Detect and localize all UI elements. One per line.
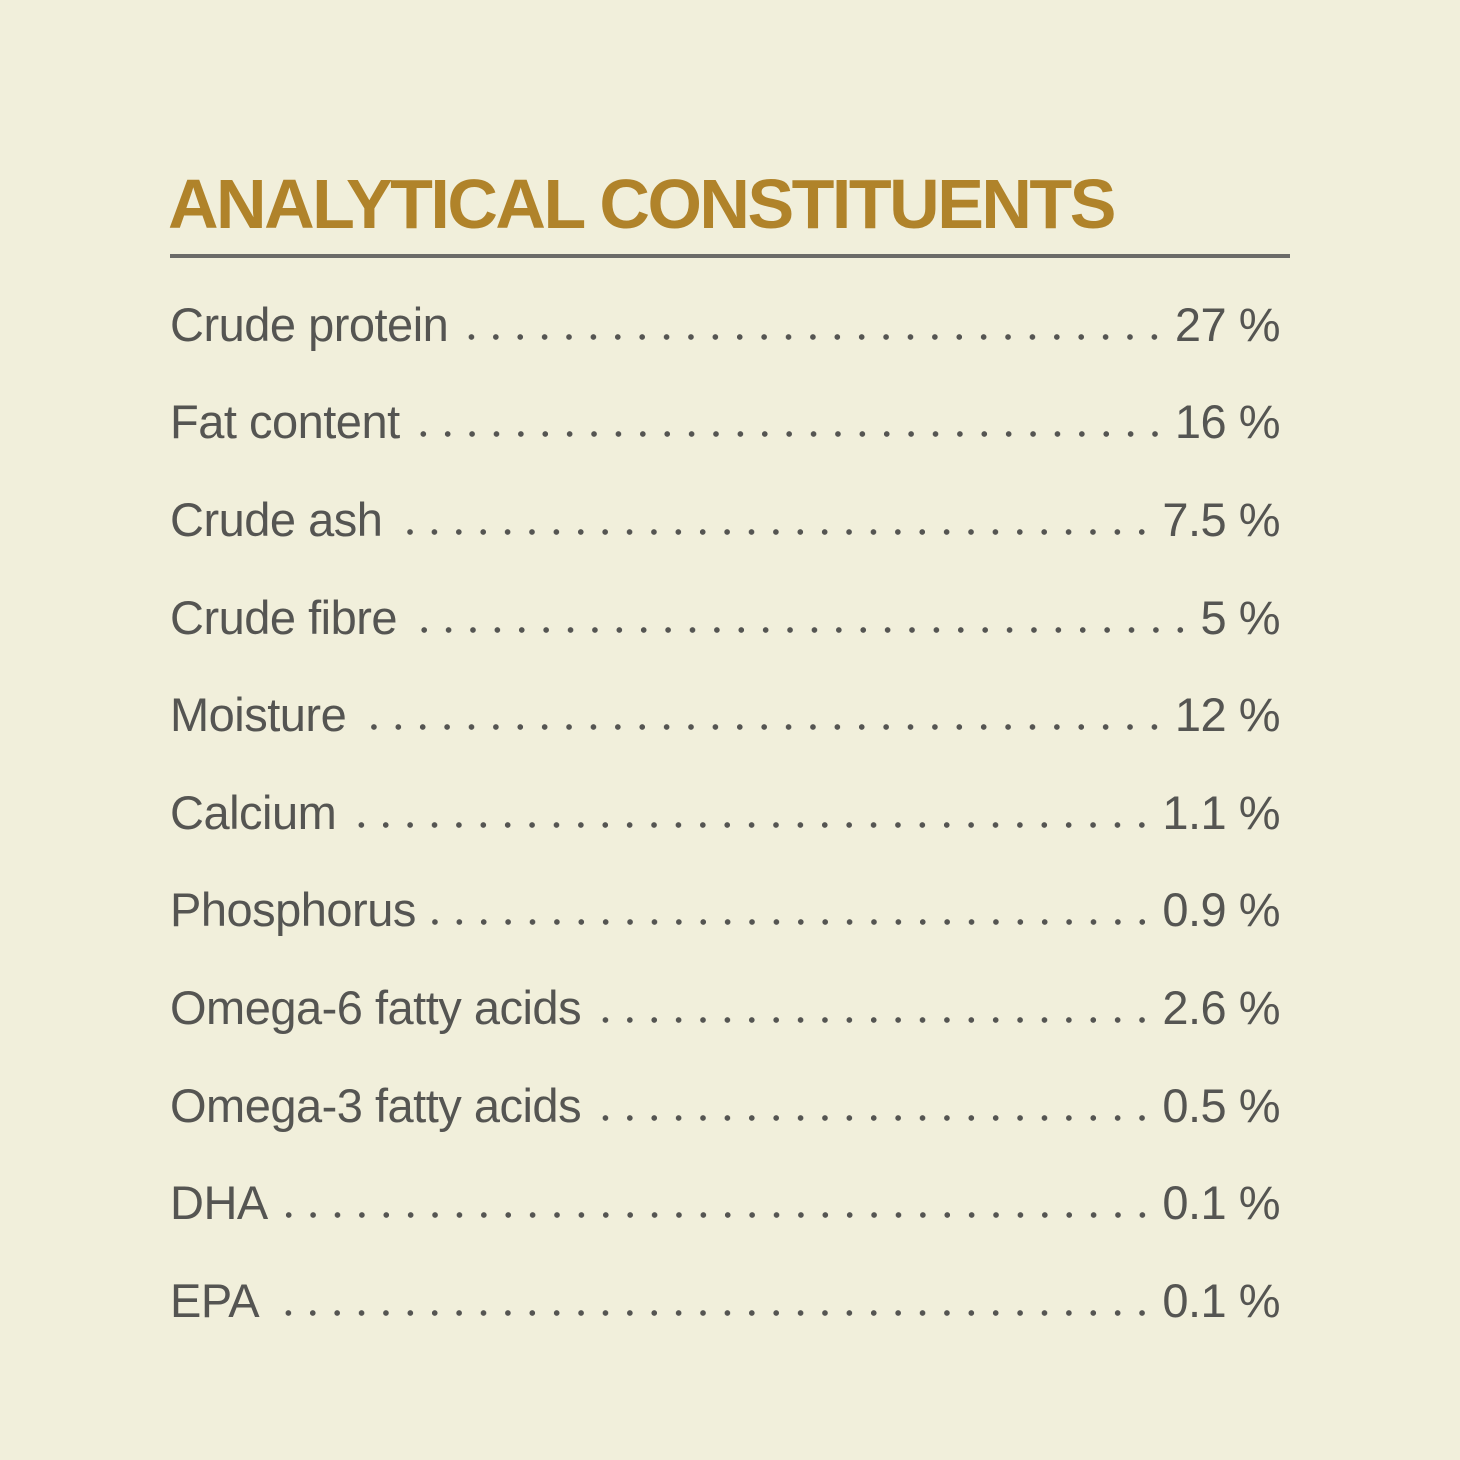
constituent-value: 0.9 %	[1162, 883, 1280, 937]
constituent-label: Crude protein	[170, 297, 449, 351]
constituent-label: Moisture	[170, 688, 347, 742]
constituent-label: DHA	[170, 1176, 268, 1230]
constituent-value: 12 %	[1174, 688, 1281, 742]
list-item: Fat content 16 %	[170, 374, 1281, 472]
constituent-value: 5 %	[1200, 590, 1281, 644]
constituent-label: Crude fibre	[170, 590, 398, 644]
constituent-value: 0.1 %	[1162, 1273, 1280, 1327]
constituent-value: 0.5 %	[1162, 1078, 1280, 1132]
dot-leader	[597, 977, 1161, 1038]
list-item: DHA 0.1 %	[170, 1154, 1280, 1252]
list-item: Phosphorus 0.9 %	[170, 862, 1280, 960]
dot-leader	[362, 685, 1173, 746]
dot-leader	[275, 1270, 1161, 1331]
dot-leader	[464, 294, 1173, 355]
constituent-value: 2.6 %	[1162, 980, 1280, 1034]
constituent-value: 7.5 %	[1162, 492, 1280, 546]
dot-leader	[398, 489, 1161, 550]
constituent-label: Crude ash	[170, 492, 383, 546]
constituent-value: 27 %	[1174, 297, 1281, 351]
list-item: Omega-3 fatty acids 0.5 %	[170, 1057, 1280, 1155]
constituent-label: Fat content	[170, 395, 400, 449]
constituent-label: Omega-3 fatty acids	[170, 1078, 582, 1132]
list-item: EPA 0.1 %	[170, 1252, 1280, 1350]
dot-leader	[413, 587, 1199, 648]
dot-leader	[597, 1075, 1161, 1136]
page-title: ANALYTICAL CONSTITUENTS	[168, 165, 1116, 243]
constituent-label: Phosphorus	[170, 883, 416, 937]
constituent-value: 16 %	[1174, 395, 1281, 449]
constituent-value: 0.1 %	[1162, 1176, 1280, 1230]
constituent-label: EPA	[170, 1273, 260, 1327]
dot-leader	[415, 392, 1173, 453]
list-item: Crude ash 7.5 %	[170, 471, 1280, 569]
dot-leader	[352, 782, 1161, 843]
list-item: Crude fibre 5 %	[170, 569, 1280, 667]
list-item: Calcium 1.1 %	[170, 764, 1280, 862]
constituent-label: Omega-6 fatty acids	[170, 980, 582, 1034]
constituents-list: Crude protein 27 % Fat content 16 % Crude …	[170, 276, 1281, 1350]
constituent-label: Calcium	[170, 785, 337, 839]
constituent-value: 1.1 %	[1162, 785, 1280, 839]
list-item: Moisture 12 %	[170, 666, 1281, 764]
dot-leader	[431, 880, 1161, 941]
dot-leader	[283, 1173, 1161, 1234]
list-item: Omega-6 fatty acids 2.6 %	[170, 959, 1280, 1057]
divider	[170, 254, 1290, 258]
list-item: Crude protein 27 %	[170, 276, 1281, 374]
